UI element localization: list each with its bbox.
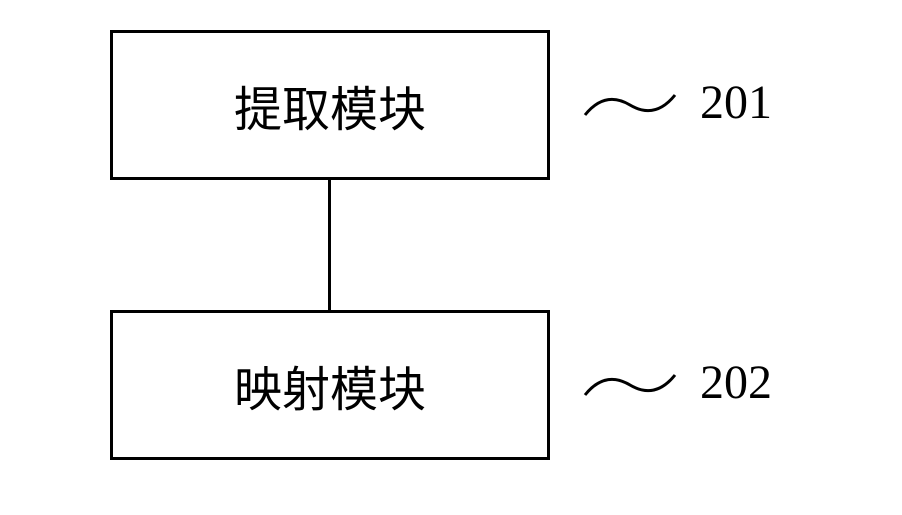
block-diagram: 提取模块 201 映射模块 202 [0, 0, 902, 515]
block-label: 映射模块 [234, 350, 426, 420]
connector-line [328, 180, 331, 310]
connector-tilde [580, 365, 680, 405]
block-mapping-module: 映射模块 [110, 310, 550, 460]
connector-tilde [580, 85, 680, 125]
block-label: 提取模块 [234, 70, 426, 140]
block-extraction-module: 提取模块 [110, 30, 550, 180]
ref-label-201: 201 [700, 75, 772, 130]
ref-label-202: 202 [700, 355, 772, 410]
